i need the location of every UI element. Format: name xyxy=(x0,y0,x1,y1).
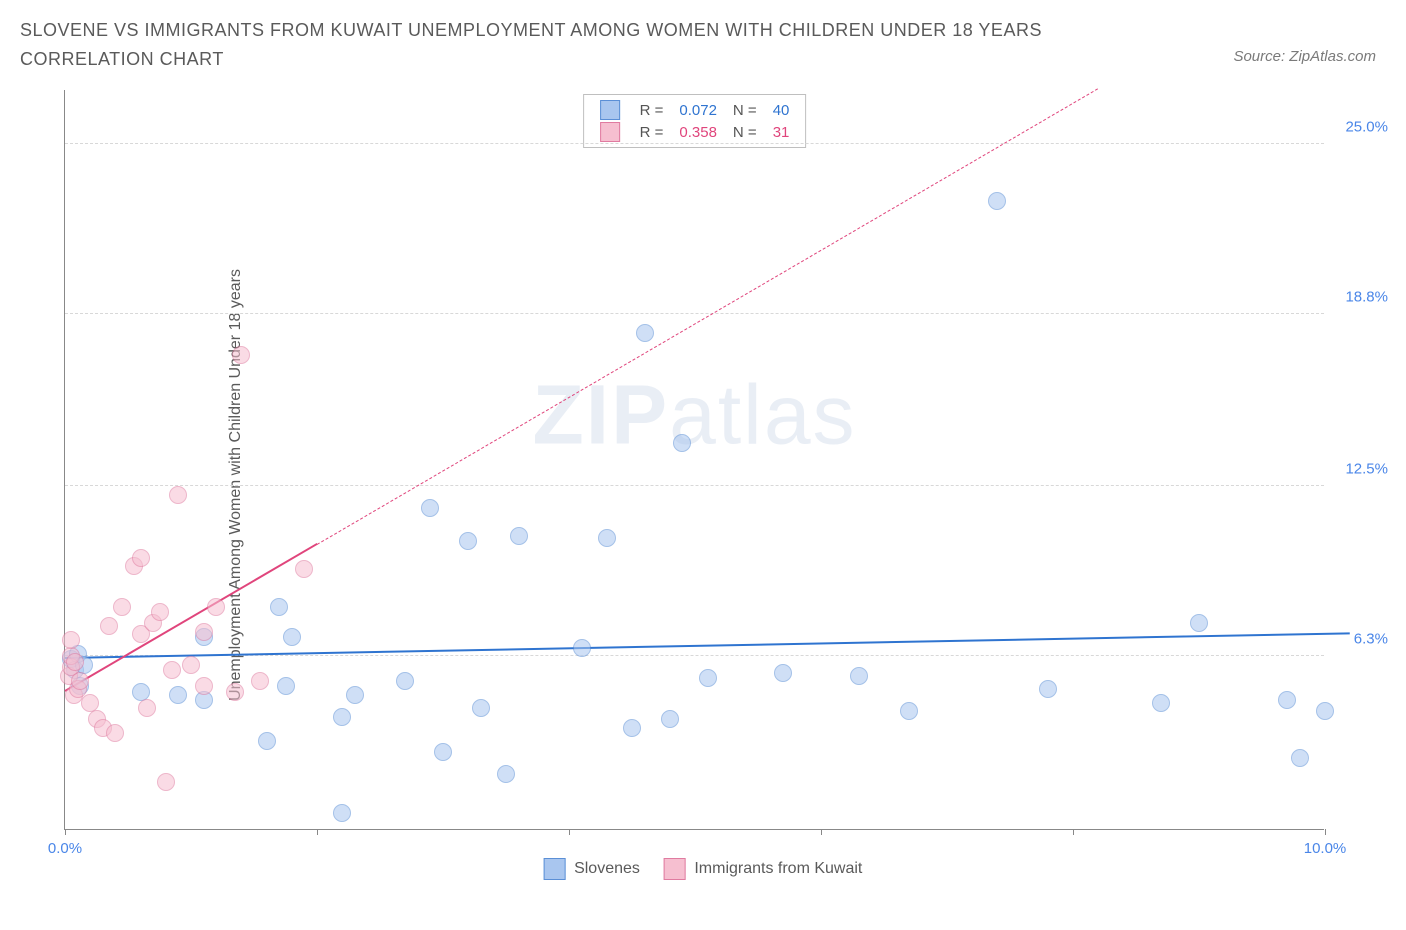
data-point xyxy=(163,661,181,679)
data-point xyxy=(699,669,717,687)
data-point xyxy=(434,743,452,761)
stats-legend-row: R =0.072N =40 xyxy=(592,99,798,121)
data-point xyxy=(283,628,301,646)
legend-item: Immigrants from Kuwait xyxy=(664,858,862,880)
data-point xyxy=(1291,749,1309,767)
data-point xyxy=(182,656,200,674)
data-point xyxy=(497,765,515,783)
data-point xyxy=(157,773,175,791)
data-point xyxy=(900,702,918,720)
y-tick-label: 6.3% xyxy=(1354,631,1388,648)
data-point xyxy=(1316,702,1334,720)
data-point xyxy=(421,499,439,517)
data-point xyxy=(169,686,187,704)
x-tick xyxy=(569,829,570,835)
data-point xyxy=(113,598,131,616)
data-point xyxy=(1152,694,1170,712)
data-point xyxy=(151,603,169,621)
data-point xyxy=(195,623,213,641)
data-point xyxy=(258,732,276,750)
data-point xyxy=(270,598,288,616)
x-tick xyxy=(65,829,66,835)
watermark: ZIPatlas xyxy=(532,367,856,464)
legend-item: Slovenes xyxy=(544,858,640,880)
data-point xyxy=(1039,680,1057,698)
data-point xyxy=(81,694,99,712)
chart-container: Unemployment Among Women with Children U… xyxy=(20,90,1386,880)
x-tick-label: 0.0% xyxy=(48,840,82,857)
x-tick xyxy=(1325,829,1326,835)
data-point xyxy=(850,667,868,685)
gridline xyxy=(65,485,1324,486)
data-point xyxy=(573,639,591,657)
data-point xyxy=(673,434,691,452)
data-point xyxy=(195,677,213,695)
data-point xyxy=(661,710,679,728)
series-legend: Slovenes Immigrants from Kuwait xyxy=(544,858,863,880)
data-point xyxy=(71,672,89,690)
trend-line xyxy=(317,88,1099,545)
data-point xyxy=(62,631,80,649)
data-point xyxy=(1278,691,1296,709)
plot-area: ZIPatlas R =0.072N =40R =0.358N =31 6.3%… xyxy=(64,90,1324,830)
data-point xyxy=(396,672,414,690)
source-credit: Source: ZipAtlas.com xyxy=(1233,48,1376,65)
y-tick-label: 18.8% xyxy=(1345,288,1388,305)
data-point xyxy=(100,617,118,635)
data-point xyxy=(106,724,124,742)
data-point xyxy=(472,699,490,717)
data-point xyxy=(1190,614,1208,632)
data-point xyxy=(207,598,225,616)
data-point xyxy=(774,664,792,682)
gridline xyxy=(65,313,1324,314)
x-tick-label: 10.0% xyxy=(1304,840,1347,857)
x-tick xyxy=(821,829,822,835)
y-tick-label: 25.0% xyxy=(1345,118,1388,135)
data-point xyxy=(346,686,364,704)
data-point xyxy=(169,486,187,504)
data-point xyxy=(459,532,477,550)
data-point xyxy=(138,699,156,717)
data-point xyxy=(66,653,84,671)
data-point xyxy=(132,683,150,701)
data-point xyxy=(232,346,250,364)
data-point xyxy=(623,719,641,737)
chart-title: SLOVENE VS IMMIGRANTS FROM KUWAIT UNEMPL… xyxy=(20,16,1120,74)
stats-legend-row: R =0.358N =31 xyxy=(592,121,798,143)
x-tick xyxy=(317,829,318,835)
data-point xyxy=(510,527,528,545)
stats-legend: R =0.072N =40R =0.358N =31 xyxy=(583,94,807,148)
data-point xyxy=(226,683,244,701)
data-point xyxy=(988,192,1006,210)
data-point xyxy=(333,708,351,726)
data-point xyxy=(132,549,150,567)
data-point xyxy=(333,804,351,822)
data-point xyxy=(636,324,654,342)
y-tick-label: 12.5% xyxy=(1345,461,1388,478)
data-point xyxy=(277,677,295,695)
gridline xyxy=(65,655,1324,656)
data-point xyxy=(251,672,269,690)
data-point xyxy=(295,560,313,578)
data-point xyxy=(598,529,616,547)
gridline xyxy=(65,143,1324,144)
x-tick xyxy=(1073,829,1074,835)
